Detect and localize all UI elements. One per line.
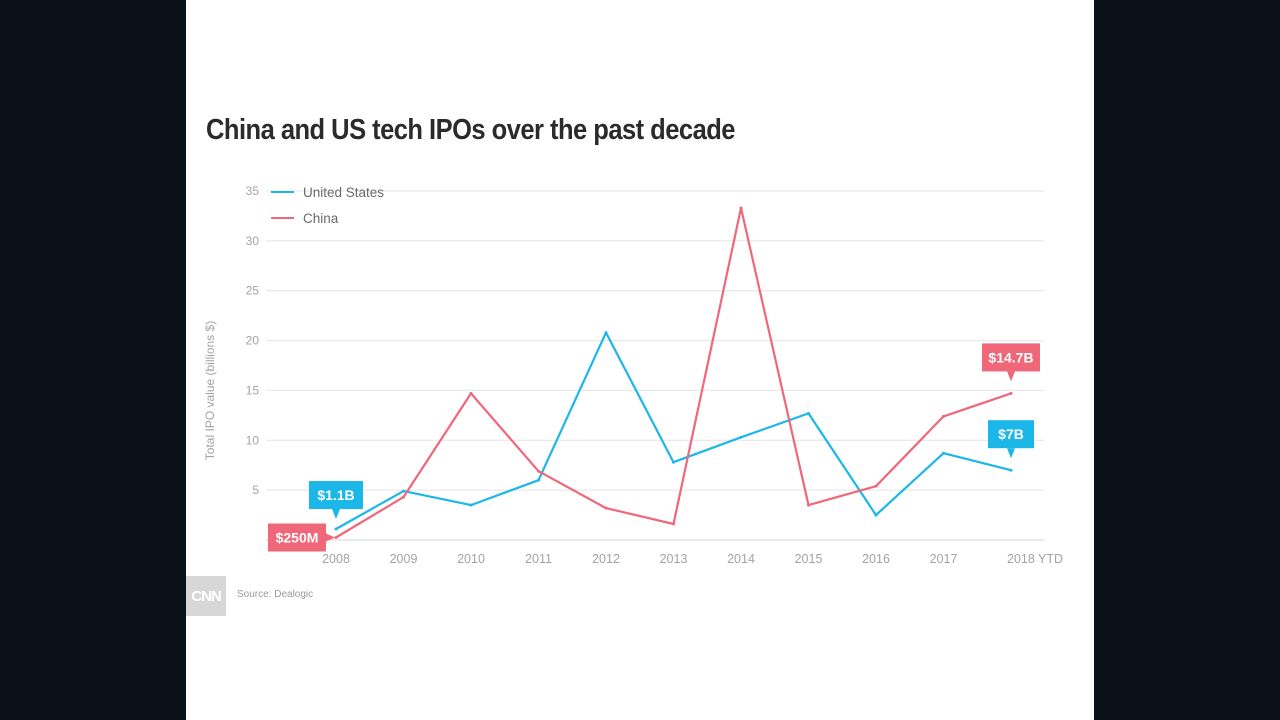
source-note: Source: Dealogic [237,589,314,600]
chart-panel: China and US tech IPOs over the past dec… [186,0,1094,720]
y-tick-label: 10 [246,433,260,447]
legend-label: China [303,211,339,226]
cnn-logo: CNN [186,576,226,616]
annotation-label: $250M [276,530,319,546]
chart-title: China and US tech IPOs over the past dec… [206,114,736,146]
data-point [537,478,540,482]
annotation-label: $14.7B [988,349,1033,365]
data-point [942,451,945,455]
data-point [604,331,608,335]
data-point [402,495,405,499]
data-point [604,506,608,510]
data-point [874,513,878,517]
annotation-box [309,481,363,510]
x-tick-label: 2016 [862,552,890,566]
x-tick-label: 2012 [592,552,620,566]
data-point [942,414,945,418]
annotation-box [982,343,1040,372]
y-tick-label: 5 [252,483,259,497]
y-axis-label: Total IPO value (billions $) [203,321,217,460]
annotation-box [268,523,326,552]
x-tick-label: 2017 [930,552,958,566]
annotation-pointer [326,533,335,542]
annotation-pointer [1007,448,1015,459]
line-chart: 5 10 15 20 25 30 35 Total IPO value (billions $… [203,184,1063,566]
annotation-label: $7B [998,426,1024,442]
y-tick-label: 35 [246,184,260,198]
annotation-pointer [332,509,340,520]
data-point [807,411,810,415]
data-point [537,469,540,473]
x-tick-label: 2009 [390,552,418,566]
x-tick-label: 2011 [525,552,552,566]
data-point [334,527,338,531]
annotation-pointer [1007,371,1015,382]
data-point [1009,468,1013,472]
data-point [739,206,743,210]
data-point [874,484,878,488]
x-tick-label: 2008 [322,552,350,566]
data-point [334,536,338,540]
data-point [469,503,473,507]
x-tick-label: 2013 [660,552,688,566]
x-tick-label: 2014 [727,552,755,566]
y-tick-label: 25 [246,284,260,298]
data-point [739,435,743,439]
data-point [807,503,810,507]
series-line-china [335,206,1012,539]
annotation-box [988,420,1034,449]
x-tick-label: 2010 [457,552,485,566]
y-tick-label: 30 [246,234,260,248]
y-tick-label: 20 [246,334,260,348]
x-tick-label: 2018 YTD [1007,552,1063,566]
data-point [672,522,675,526]
data-point [402,489,405,493]
data-point [672,460,675,464]
y-tick-label: 15 [246,383,260,397]
data-point [1009,391,1013,395]
legend-label: United States [303,185,384,200]
annotation-label: $1.1B [317,487,354,503]
x-tick-label: 2015 [795,552,823,566]
data-point [469,391,473,395]
series-line-united-states [335,331,1012,530]
